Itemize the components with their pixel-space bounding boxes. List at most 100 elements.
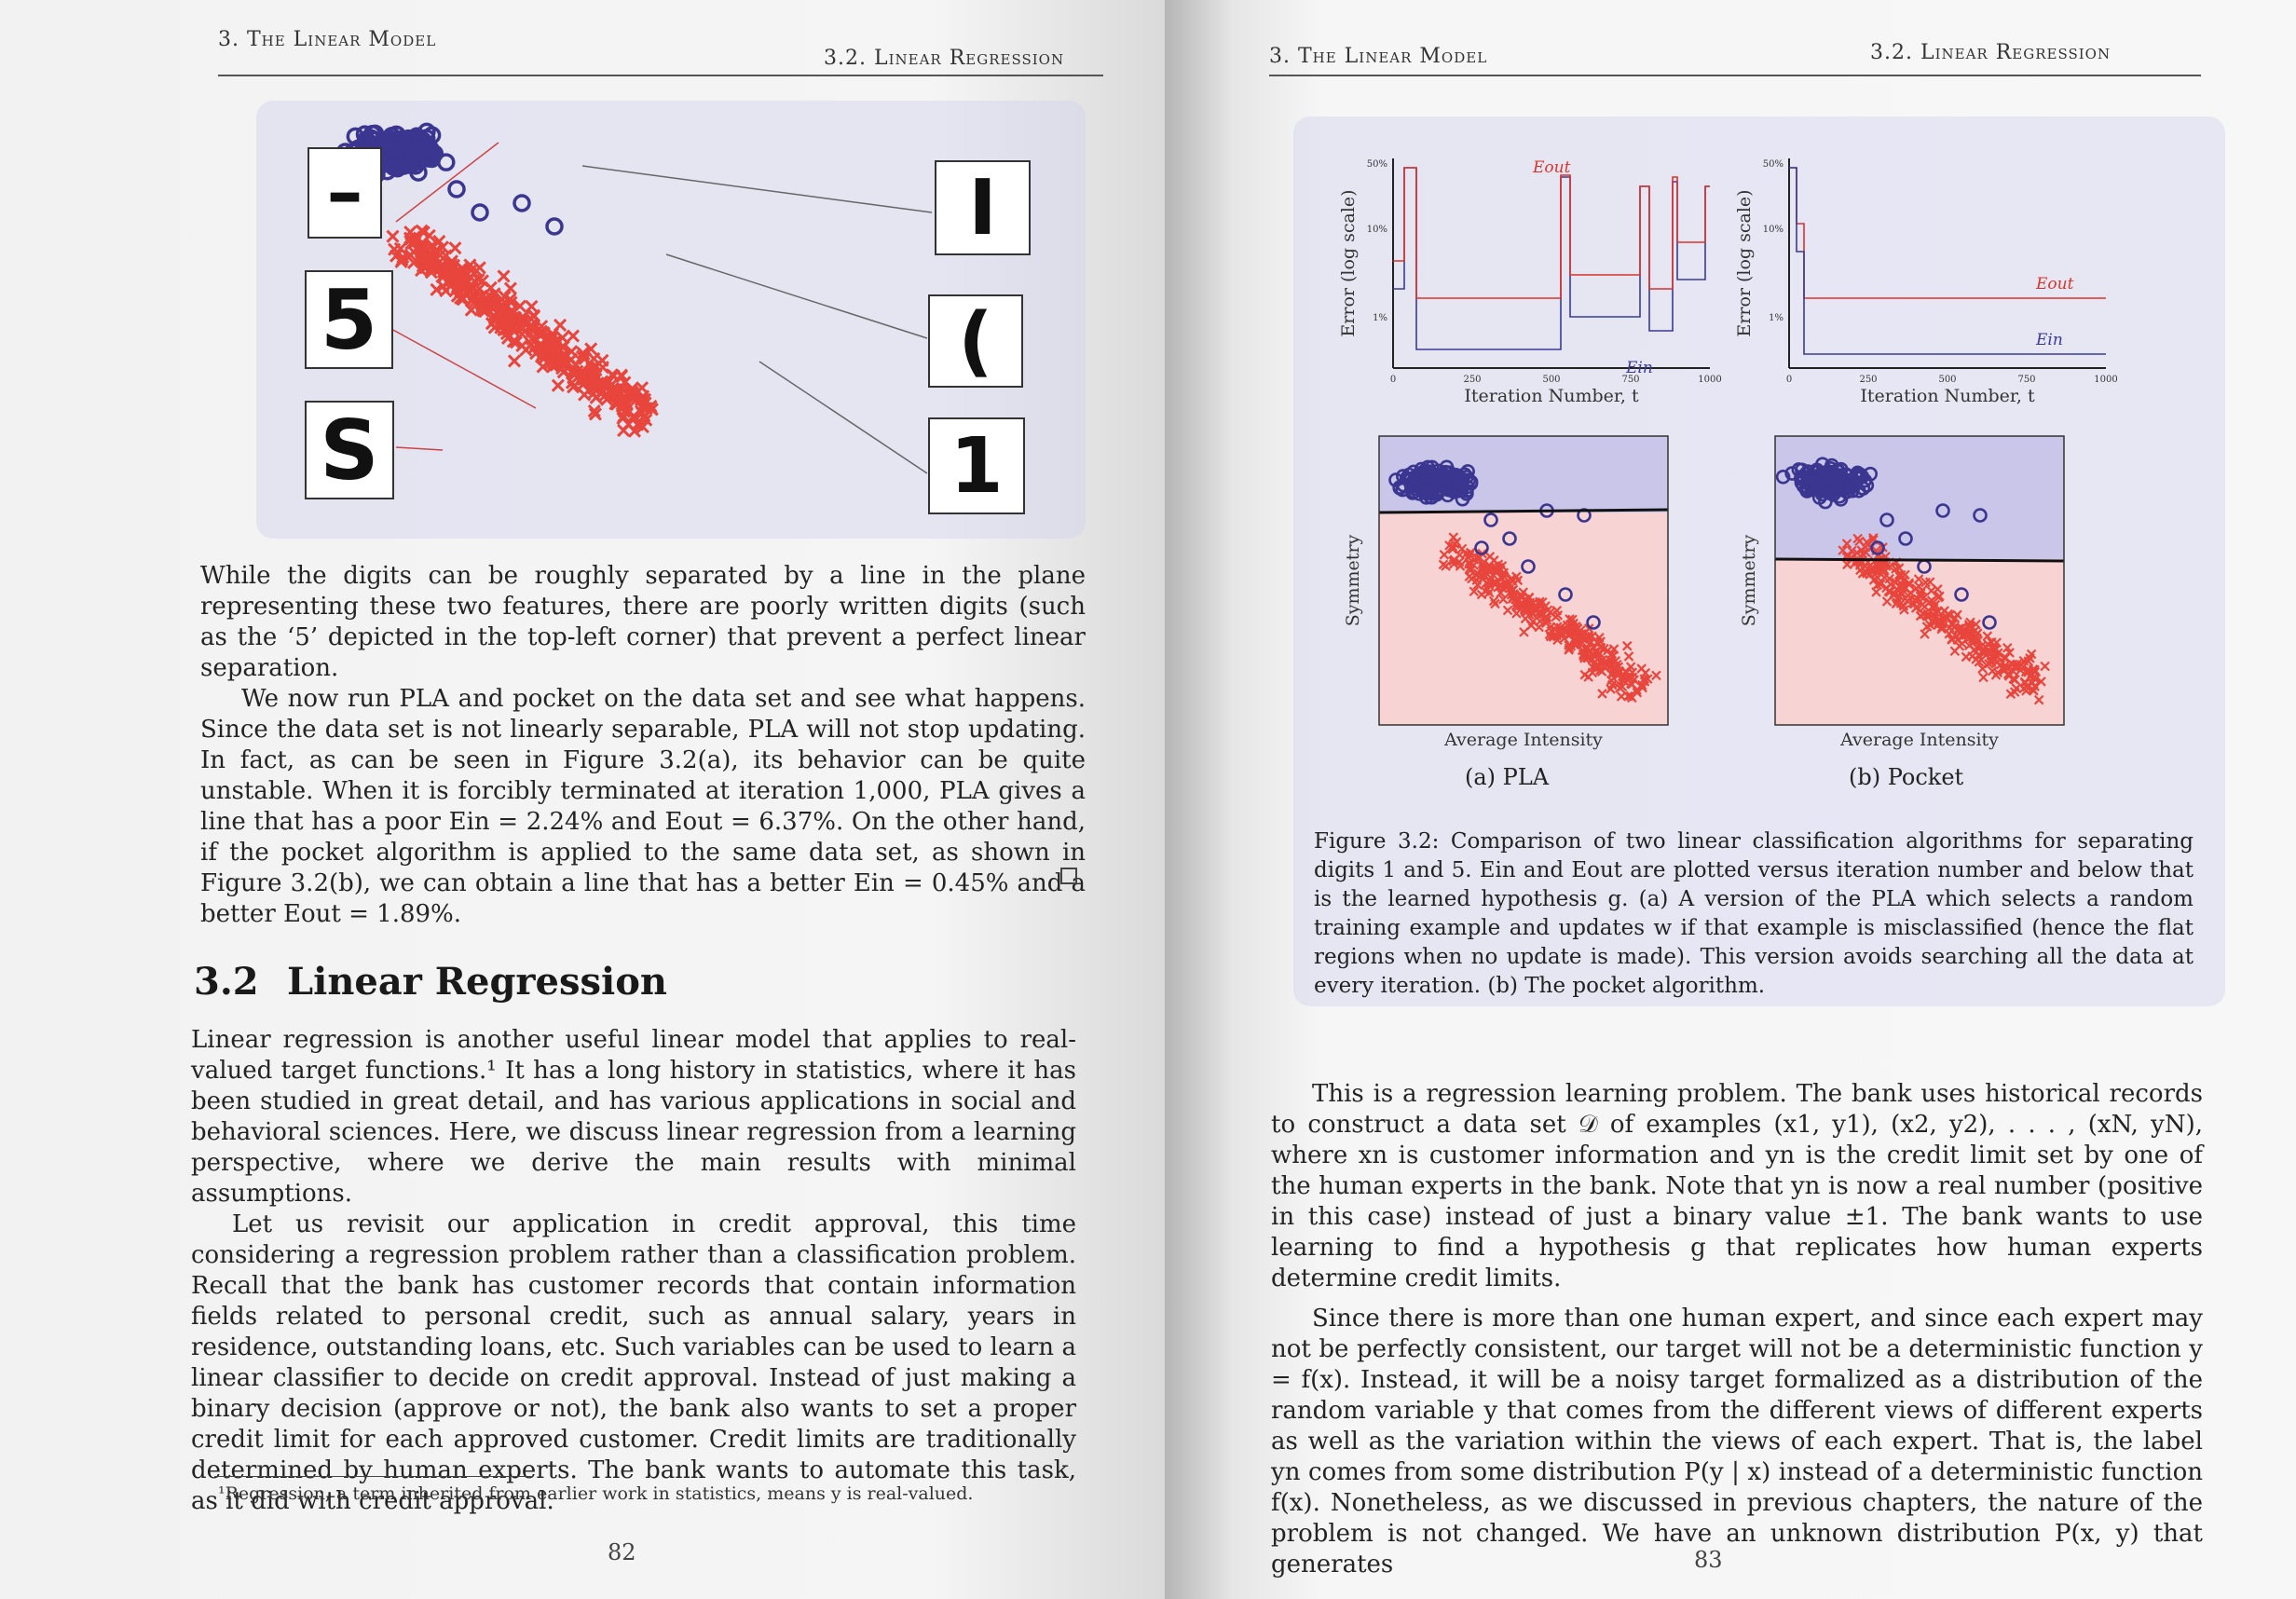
digit-five-marker [1906,587,1916,598]
digit-one-marker [1973,508,1988,523]
digit-five-marker [1971,654,1981,664]
digit-image-one-a: I [935,160,1031,255]
digit-five-marker [430,282,444,296]
connector-line [581,165,933,213]
digit-five-marker [403,231,417,245]
digit-five-marker [627,424,642,438]
digit-one-marker [1832,488,1847,504]
digit-five-marker [1551,622,1563,632]
points-group [1775,457,2050,705]
digit-five-marker [1842,559,1852,570]
qed-box [1060,868,1077,884]
digit-five-marker [1620,666,1631,676]
section-number: 3.2 [194,960,259,1004]
eout-label: Eout [1532,158,1571,177]
connector-line [758,361,928,474]
y-tick-label: 1% [1373,313,1387,323]
digit-five-marker [567,365,581,379]
digit-five-marker [1535,616,1546,626]
plot-frame [1378,435,1669,726]
digit-five-marker [637,409,651,423]
digit-five-marker [1587,631,1597,642]
digit-five-marker [1506,590,1517,600]
digit-five-marker [1857,549,1868,559]
digit-five-marker [1611,667,1621,678]
y-tick-label: 50% [1367,159,1387,170]
running-head-section: 3.2. Linear Regression [1870,41,2112,64]
digit-five-marker [1478,561,1488,572]
digit-one-marker [1935,503,1950,518]
digit-five-marker [617,423,631,438]
intro-text: While the digits can be roughly separate… [200,561,1086,930]
digit-five-marker [1954,624,1965,636]
digit-five-marker [524,337,539,351]
digit-five-marker [538,343,552,357]
digit-five-marker [1896,579,1907,590]
hypothesis-line [1378,508,1669,514]
digit-five-marker [2007,659,2018,670]
digit-five-marker [1595,642,1606,653]
running-head-chapter: 3. The Linear Model [218,28,437,51]
digit-five-marker [1572,623,1583,635]
pla-hypothesis-scatter: Average Intensity Symmetry [1343,435,1669,750]
digit-five-marker [432,234,446,249]
digit-five-marker [1963,628,1974,639]
digit-five-marker [1606,679,1618,690]
running-head-section: 3.2. Linear Regression [824,47,1065,70]
digit-five-marker [1862,537,1872,548]
digit-one-marker [1441,474,1456,490]
digit-five-marker [2025,671,2036,682]
digit-five-marker [424,262,438,276]
digit-five-marker [1484,563,1495,573]
digit-five-marker [587,351,601,365]
digit-one-marker [545,217,564,236]
digit-five-marker [2001,663,2012,673]
digit-five-marker [1544,629,1555,640]
digit-five-marker [577,347,591,362]
digit-five-marker [2033,694,2044,705]
digit-one-marker [447,180,466,198]
figure-caption: Figure 3.2: Comparison of two linear cla… [1314,829,2194,998]
digit-five-marker [474,295,488,309]
digit-five-marker [1494,562,1504,573]
digit-five-marker [1449,554,1460,565]
digit-five-marker [614,368,628,382]
digit-one-marker [1425,459,1440,475]
digit-five-marker [427,249,441,263]
digit-five-marker [1439,550,1450,560]
digit-five-marker [463,258,477,272]
digit-one-marker [1459,486,1474,501]
digit-five-marker [1961,651,1972,663]
ein-curve [1789,167,2106,355]
digit-five-marker [503,293,517,307]
digit-image-five: 5 [305,270,393,369]
pocket-hypothesis-scatter: Average Intensity Symmetry [1739,435,2065,750]
digit-five-marker [588,407,603,421]
digit-five-marker [1610,655,1621,666]
digit-five-marker [1450,539,1460,550]
digit-five-marker [507,354,522,368]
digit-five-marker [1884,561,1895,572]
digit-five-marker [1964,640,1975,651]
digit-five-marker [587,404,601,418]
digit-one-marker [1396,478,1412,493]
digit-five-marker [1933,592,1944,603]
digit-five-marker [2040,661,2050,672]
hypothesis-line [1774,557,2065,563]
digit-five-marker [1583,623,1594,634]
digit-five-marker [1640,667,1651,678]
digit-one-marker [471,203,489,222]
digit-five-marker [1632,687,1643,698]
x-tick-label: 500 [1938,375,1956,385]
digit-five-marker [551,378,565,392]
digit-five-marker [1564,630,1575,641]
plot-frame [1774,435,2065,726]
digit-one-marker [1806,478,1821,494]
digit-five-marker [1608,644,1620,654]
digit-five-marker [1567,614,1578,625]
paragraph: This is a regression learning problem. T… [1271,1080,2203,1292]
digit-five-marker [1497,594,1509,605]
digit-five-marker [567,380,581,394]
digit-five-marker [1583,647,1594,658]
digit-five-marker [1587,667,1598,678]
